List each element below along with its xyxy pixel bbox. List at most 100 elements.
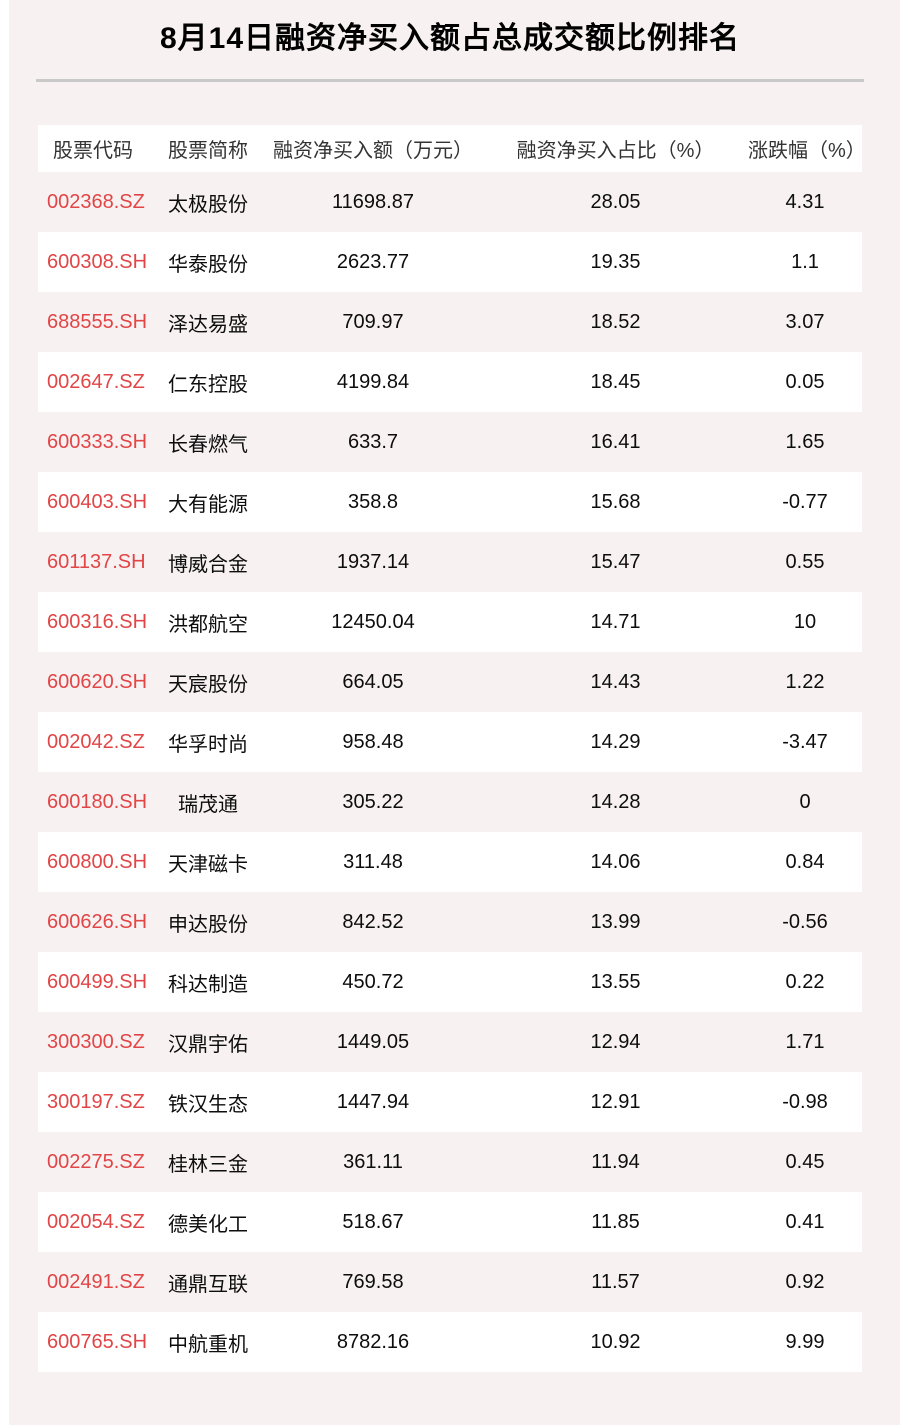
table-row: 688555.SH 泽达易盛 709.97 18.52 3.07 [38, 292, 862, 352]
cell-stock-code: 600620.SH [47, 670, 148, 693]
cell-stock-name: 华孚时尚 [168, 733, 248, 756]
cell-change-percent: -0.98 [782, 1090, 828, 1113]
cell-net-buy-amount: 664.05 [342, 670, 404, 693]
header-net-buy-ratio: 融资净买入占比（%） [516, 140, 715, 162]
table-row: 300197.SZ 铁汉生态 1447.94 12.91 -0.98 [38, 1072, 862, 1132]
cell-net-buy-amount: 311.48 [343, 850, 403, 873]
cell-change-percent: 1.22 [785, 670, 825, 693]
cell-stock-name: 汉鼎宇佑 [168, 1033, 248, 1056]
cell-stock-name: 科达制造 [168, 973, 248, 996]
cell-net-buy-ratio: 12.91 [590, 1090, 641, 1113]
cell-net-buy-ratio: 15.47 [590, 550, 641, 573]
table-row: 600800.SH 天津磁卡 311.48 14.06 0.84 [38, 832, 862, 892]
table-row: 600316.SH 洪都航空 12450.04 14.71 10 [38, 592, 862, 652]
table-row: 002491.SZ 通鼎互联 769.58 11.57 0.92 [38, 1252, 862, 1312]
cell-net-buy-amount: 305.22 [342, 790, 404, 813]
cell-stock-code: 600800.SH [47, 850, 148, 873]
cell-change-percent: 0.45 [785, 1150, 825, 1173]
cell-stock-code: 002042.SZ [47, 730, 145, 753]
cell-net-buy-ratio: 15.68 [590, 490, 641, 513]
cell-change-percent: 10 [793, 610, 817, 633]
cell-net-buy-amount: 361.11 [343, 1150, 403, 1173]
cell-stock-name: 桂林三金 [168, 1153, 248, 1176]
table-row: 600180.SH 瑞茂通 305.22 14.28 0 [38, 772, 862, 832]
cell-change-percent: 0 [799, 790, 811, 813]
table-row: 002368.SZ 太极股份 11698.87 28.05 4.31 [38, 172, 862, 232]
cell-net-buy-amount: 958.48 [342, 730, 404, 753]
cell-stock-code: 600765.SH [47, 1330, 148, 1353]
cell-stock-name: 德美化工 [168, 1213, 248, 1236]
cell-stock-name: 铁汉生态 [168, 1093, 248, 1116]
cell-stock-code: 688555.SH [47, 310, 148, 333]
cell-change-percent: 9.99 [785, 1330, 825, 1353]
cell-net-buy-ratio: 14.29 [590, 730, 641, 753]
cell-stock-code: 600308.SH [47, 250, 148, 273]
cell-net-buy-amount: 1447.94 [336, 1090, 410, 1113]
cell-net-buy-amount: 769.58 [342, 1270, 404, 1293]
cell-stock-code: 600180.SH [47, 790, 148, 813]
cell-net-buy-ratio: 18.52 [590, 310, 641, 333]
cell-net-buy-amount: 709.97 [342, 310, 404, 333]
cell-change-percent: 0.41 [785, 1210, 825, 1233]
cell-net-buy-amount: 1449.05 [336, 1030, 410, 1053]
title-divider [36, 79, 864, 82]
table-row: 600308.SH 华泰股份 2623.77 19.35 1.1 [38, 232, 862, 292]
cell-change-percent: 0.92 [785, 1270, 825, 1293]
table-row: 600620.SH 天宸股份 664.05 14.43 1.22 [38, 652, 862, 712]
table-row: 002054.SZ 德美化工 518.67 11.85 0.41 [38, 1192, 862, 1252]
header-net-buy-amount: 融资净买入额（万元） [273, 140, 473, 162]
cell-net-buy-amount: 633.7 [347, 430, 399, 453]
cell-net-buy-amount: 842.52 [342, 910, 404, 933]
cell-stock-name: 中航重机 [168, 1333, 248, 1356]
table-row: 002042.SZ 华孚时尚 958.48 14.29 -3.47 [38, 712, 862, 772]
cell-stock-code: 600403.SH [47, 490, 148, 513]
header-change-percent: 涨跌幅（%） [748, 140, 866, 162]
cell-net-buy-ratio: 13.55 [590, 970, 641, 993]
cell-change-percent: 4.31 [785, 190, 825, 213]
cell-net-buy-ratio: 18.45 [590, 370, 641, 393]
cell-stock-name: 仁东控股 [168, 373, 248, 396]
cell-change-percent: -0.56 [782, 910, 828, 933]
cell-stock-name: 泽达易盛 [168, 313, 248, 336]
cell-stock-code: 002275.SZ [47, 1150, 145, 1173]
table-header-row: 股票代码 股票简称 融资净买入额（万元） 融资净买入占比（%） 涨跌幅（%） [38, 125, 866, 172]
table-row: 600626.SH 申达股份 842.52 13.99 -0.56 [38, 892, 862, 952]
cell-net-buy-ratio: 14.06 [590, 850, 641, 873]
cell-stock-name: 大有能源 [168, 493, 248, 516]
cell-net-buy-ratio: 28.05 [590, 190, 641, 213]
cell-change-percent: 0.84 [785, 850, 825, 873]
ranking-table: 股票代码 股票简称 融资净买入额（万元） 融资净买入占比（%） 涨跌幅（%） 0… [38, 125, 866, 1372]
table-row: 600499.SH 科达制造 450.72 13.55 0.22 [38, 952, 862, 1012]
cell-stock-code: 600626.SH [47, 910, 148, 933]
cell-net-buy-amount: 8782.16 [336, 1330, 410, 1353]
table-row: 600765.SH 中航重机 8782.16 10.92 9.99 [38, 1312, 862, 1372]
table-row: 002647.SZ 仁东控股 4199.84 18.45 0.05 [38, 352, 862, 412]
cell-net-buy-ratio: 14.43 [590, 670, 641, 693]
cell-stock-code: 002368.SZ [47, 190, 145, 213]
cell-stock-code: 300300.SZ [47, 1030, 145, 1053]
left-edge-strip [0, 0, 9, 1425]
cell-net-buy-ratio: 13.99 [590, 910, 641, 933]
cell-net-buy-amount: 4199.84 [336, 370, 410, 393]
cell-change-percent: 0.22 [785, 970, 825, 993]
cell-net-buy-ratio: 12.94 [590, 1030, 641, 1053]
cell-net-buy-ratio: 19.35 [590, 250, 641, 273]
cell-net-buy-amount: 2623.77 [336, 250, 410, 273]
cell-stock-code: 600499.SH [47, 970, 148, 993]
cell-net-buy-amount: 11698.87 [332, 190, 414, 213]
table-row: 300300.SZ 汉鼎宇佑 1449.05 12.94 1.71 [38, 1012, 862, 1072]
cell-net-buy-amount: 358.8 [347, 490, 399, 513]
cell-change-percent: 3.07 [785, 310, 825, 333]
cell-stock-code: 300197.SZ [47, 1090, 145, 1113]
cell-net-buy-ratio: 10.92 [590, 1330, 641, 1353]
cell-net-buy-ratio: 16.41 [590, 430, 641, 453]
cell-stock-code: 002491.SZ [47, 1270, 145, 1293]
table-row: 002275.SZ 桂林三金 361.11 11.94 0.45 [38, 1132, 862, 1192]
cell-change-percent: 0.05 [785, 370, 825, 393]
cell-net-buy-ratio: 14.28 [590, 790, 641, 813]
cell-net-buy-ratio: 11.94 [591, 1150, 640, 1173]
cell-net-buy-amount: 450.72 [342, 970, 404, 993]
cell-change-percent: 1.65 [785, 430, 825, 453]
cell-net-buy-ratio: 11.57 [591, 1270, 640, 1293]
cell-stock-code: 600316.SH [47, 610, 148, 633]
